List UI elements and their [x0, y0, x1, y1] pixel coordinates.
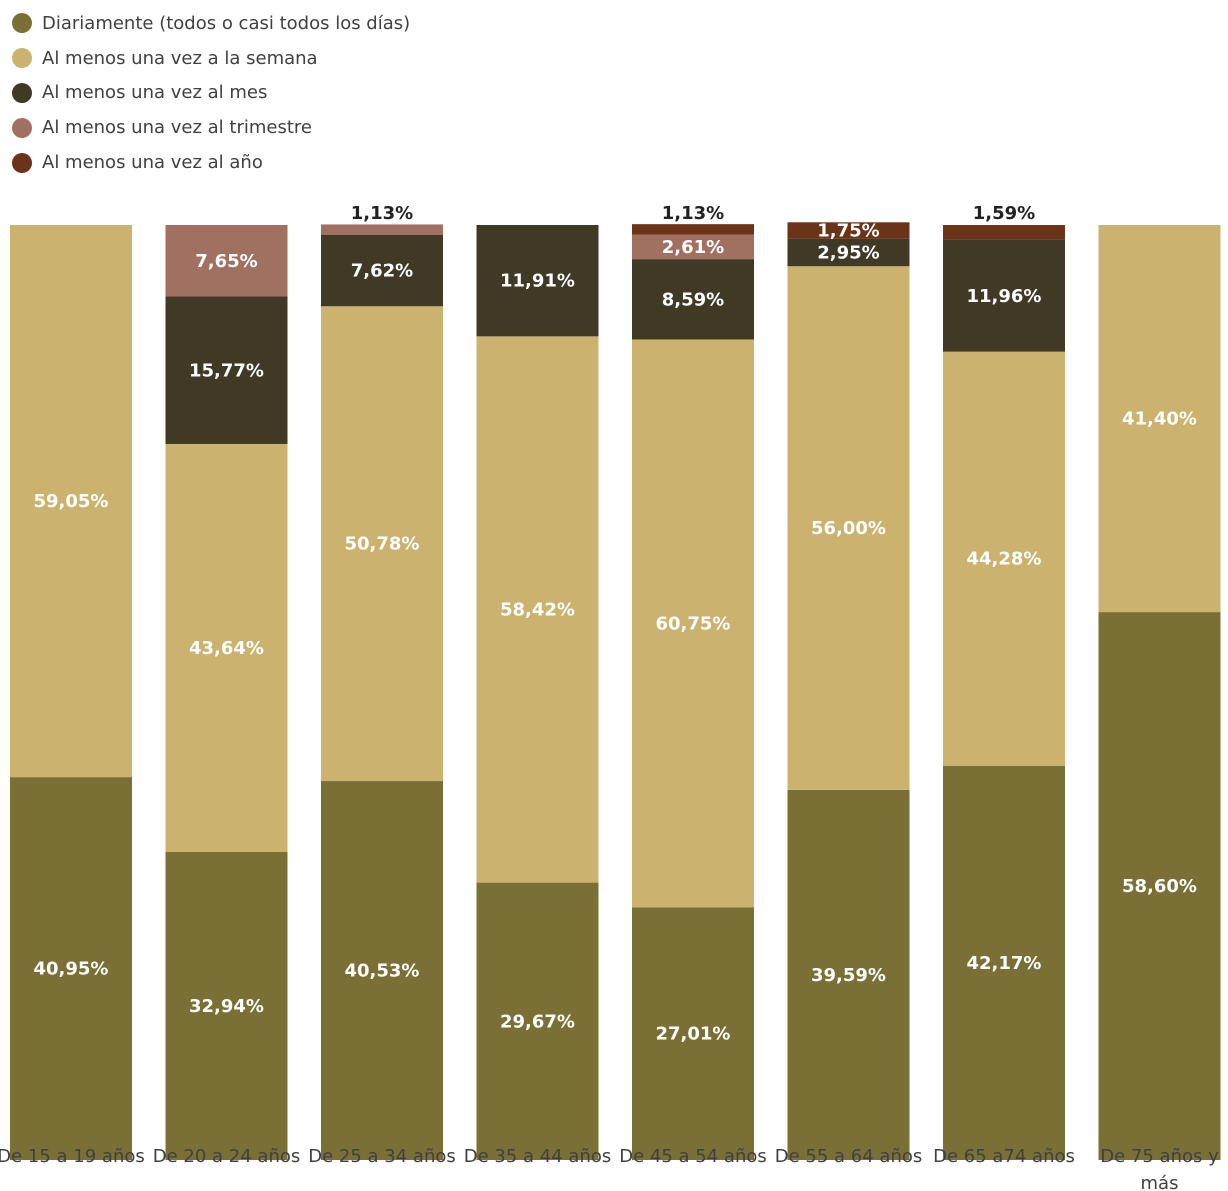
legend-label: Al menos una vez al mes — [42, 82, 268, 104]
data-label: 15,77% — [189, 360, 264, 381]
legend-label: Al menos una vez al año — [42, 152, 263, 174]
x-tick-label: De 15 a 19 años — [0, 1146, 145, 1167]
legend-swatch — [12, 13, 32, 34]
data-label: 44,28% — [967, 549, 1042, 570]
bar-segment — [943, 239, 1065, 352]
data-label: 56,00% — [811, 518, 886, 539]
bar-segment — [321, 224, 443, 236]
legend-item: Al menos una vez al trimestre — [12, 110, 410, 145]
legend-item: Al menos una vez al mes — [12, 76, 410, 111]
x-tick-label: De 55 a 64 años — [775, 1146, 923, 1167]
bar-segment — [943, 225, 1065, 240]
data-label: 7,62% — [351, 261, 413, 282]
bar-segment — [321, 306, 443, 782]
legend-item: Al menos una vez a la semana — [12, 41, 410, 76]
legend-label: Diariamente (todos o casi todos los días… — [42, 12, 411, 34]
data-label: 1,13% — [351, 203, 413, 224]
bar-segment — [10, 777, 132, 1160]
data-label: 1,75% — [817, 220, 879, 241]
bar-segment — [165, 852, 288, 1160]
legend-swatch — [12, 152, 32, 173]
bar-segment — [165, 443, 288, 853]
bar-segment — [632, 259, 754, 340]
legend-swatch — [12, 48, 32, 69]
bar-segment — [632, 224, 754, 235]
data-label: 1,13% — [662, 203, 724, 224]
legend-swatch — [12, 117, 32, 138]
x-tick-label: De 35 a 44 años — [464, 1146, 612, 1167]
data-label: 7,65% — [195, 251, 257, 272]
data-label: 40,53% — [345, 961, 420, 982]
bar-segment — [632, 339, 754, 908]
bar-segment — [476, 882, 599, 1160]
bar-segment — [476, 336, 599, 883]
data-label: 50,78% — [345, 534, 420, 555]
data-label: 1,59% — [973, 203, 1035, 224]
bar-segment — [787, 266, 910, 790]
bar-segment — [943, 351, 1065, 766]
data-label: 11,91% — [500, 271, 575, 292]
x-tick-label: De 65 a74 años — [933, 1146, 1075, 1167]
data-label: 39,59% — [811, 965, 886, 986]
bar-segment — [321, 781, 443, 1160]
legend-item: Diariamente (todos o casi todos los días… — [12, 6, 410, 41]
data-label: 27,01% — [656, 1024, 731, 1045]
data-label: 41,40% — [1122, 409, 1197, 430]
bar-segment — [632, 234, 754, 260]
data-label: 2,61% — [662, 237, 724, 258]
legend: Diariamente (todos o casi todos los días… — [12, 6, 410, 180]
bar-segment — [632, 907, 754, 1160]
bar-segment — [476, 225, 599, 337]
data-label: 29,67% — [500, 1011, 575, 1032]
data-label: 58,42% — [500, 599, 575, 620]
data-label: 60,75% — [656, 613, 731, 634]
data-label: 43,64% — [189, 638, 264, 659]
x-tick-label: De 75 años y más — [1100, 1146, 1219, 1191]
legend-label: Al menos una vez al trimestre — [42, 117, 312, 139]
data-label: 40,95% — [34, 959, 109, 980]
bar-segment — [10, 225, 132, 778]
x-tick-label: De 25 a 34 años — [308, 1146, 456, 1167]
bar-segment — [321, 235, 443, 307]
data-label: 2,95% — [817, 242, 879, 263]
bar-segment — [943, 765, 1065, 1160]
bar-segment — [787, 222, 910, 239]
data-label: 42,17% — [967, 953, 1042, 974]
bar-segment — [1098, 612, 1221, 1160]
x-tick-label: De 45 a 54 años — [619, 1146, 767, 1167]
data-label: 32,94% — [189, 996, 264, 1017]
bar-segment — [787, 789, 910, 1160]
data-label: 8,59% — [662, 289, 724, 310]
legend-label: Al menos una vez a la semana — [42, 47, 318, 69]
data-label: 11,96% — [967, 286, 1042, 307]
legend-item: Al menos una vez al año — [12, 145, 410, 180]
x-tick-label: De 20 a 24 años — [153, 1146, 301, 1167]
bar-segment — [787, 238, 910, 267]
bar-segment — [1098, 225, 1221, 613]
legend-swatch — [12, 82, 32, 103]
bar-segment — [165, 296, 288, 444]
bar-segment — [165, 225, 288, 297]
data-label: 59,05% — [34, 491, 109, 512]
data-label: 58,60% — [1122, 876, 1197, 897]
